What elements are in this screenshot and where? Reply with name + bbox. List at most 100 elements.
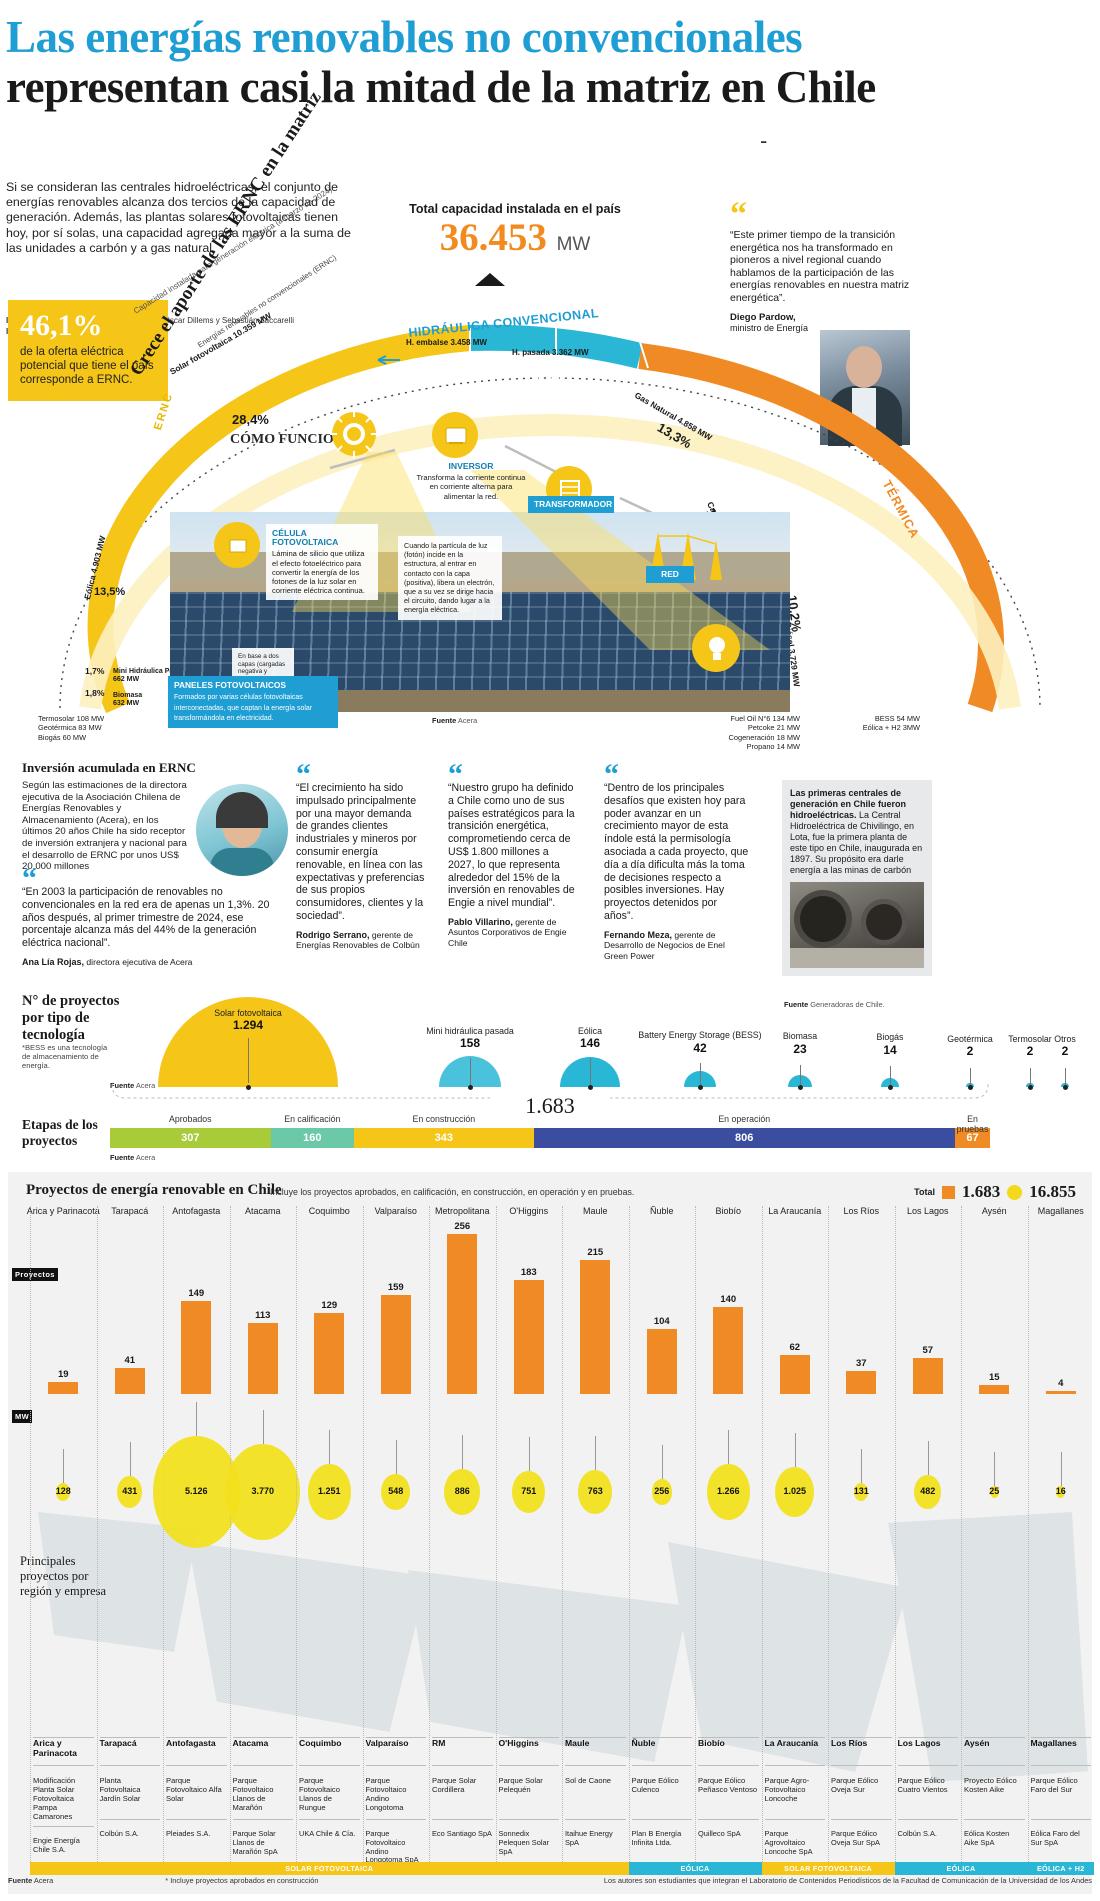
projects-bar (314, 1313, 345, 1394)
project-company: Engie Energía Chile S.A. (33, 1836, 80, 1854)
tech-chart-source: Fuente Acera (110, 1081, 156, 1090)
ana-lia-rojas-portrait (196, 784, 288, 876)
stage-label: En calificación (284, 1114, 341, 1124)
mw-value: 256 (654, 1486, 670, 1496)
projects-bar (447, 1234, 478, 1394)
projects-bar (1045, 1391, 1076, 1394)
bubble-stem (1060, 1452, 1062, 1486)
project-column: La Araucanía Parque Agro-Fotovoltaico Lo… (762, 1732, 829, 1856)
stage-segment: 806 (533, 1128, 955, 1148)
mw-value: 3.770 (251, 1486, 275, 1496)
stage-segment: 343 (354, 1128, 534, 1148)
column-divider (628, 1206, 630, 1866)
projects-bar (247, 1323, 278, 1394)
tech-stem (1065, 1067, 1066, 1087)
mw-value: 5.126 (184, 1486, 208, 1496)
project-column: Tarapacá Planta Fotovoltaica Jardín Sola… (97, 1732, 164, 1839)
projects-bar (979, 1384, 1010, 1394)
tech-value: 146 (579, 1036, 601, 1051)
tech-name: Solar fotovoltaica (214, 1008, 282, 1018)
region-header: Biobío (691, 1206, 765, 1216)
mw-bubble (989, 1486, 999, 1498)
legend-projects-swatch (942, 1185, 955, 1199)
footer-note: * Incluye proyectos aprobados en constru… (165, 1876, 319, 1885)
mw-value: 1.251 (317, 1486, 341, 1496)
hydro-card-rest: La Central Hidroeléctrica de Chivilingo,… (790, 810, 923, 875)
stage-label: Aprobados (168, 1114, 212, 1124)
project-column: Atacama Parque Fotovoltaico Llanos de Ma… (230, 1732, 297, 1856)
project-column: Ñuble Parque Eólico Culenco Plan B Energ… (629, 1732, 696, 1848)
tech-name: Eólica (578, 1025, 602, 1036)
tech-band: EÓLICA (894, 1862, 1028, 1875)
bubble-stem (994, 1452, 996, 1486)
tech-dot (467, 1084, 473, 1090)
bubble-stem (595, 1436, 597, 1471)
region-name: Coquimbo (308, 1206, 350, 1216)
mw-bubble (117, 1475, 143, 1509)
arc-footnote-right-2: BESS 54 MW Eólica + H2 3MW (862, 714, 920, 733)
legend-mw-swatch (1007, 1184, 1023, 1200)
project-column: Los Ríos Parque Eólico Oveja Sur Parque … (828, 1732, 895, 1848)
bubble-stem (462, 1434, 464, 1469)
info-value: María Ignacia Abu-Mohor, Óscar Dillems y… (69, 316, 294, 325)
projects-value: 19 (57, 1369, 69, 1381)
quote-role: gerente de Energías Renovables de Colbún (296, 929, 420, 951)
project-column: Valparaíso Parque Fotovoltaico Andino Lo… (363, 1732, 430, 1865)
project-company: Colbún S.A. (897, 1829, 937, 1838)
project-column: Aysén Proyecto Eólico Kosten Aike Eólica… (961, 1732, 1028, 1848)
project-name: Parque Agro-Fotovoltaico Loncoche (764, 1776, 810, 1803)
mw-bubble (854, 1483, 869, 1501)
stage-segment: 160 (270, 1128, 355, 1148)
sun-rays-icon (330, 410, 378, 458)
column-divider (1027, 1206, 1029, 1866)
column-divider (961, 1206, 962, 1866)
column-divider (30, 1206, 31, 1866)
projects-bar (713, 1306, 744, 1394)
mw-bubble (444, 1468, 481, 1516)
tech-stem (590, 1058, 591, 1086)
intro-paragraph: Si se consideran las centrales hidroeléc… (6, 180, 351, 255)
projects-bar (846, 1370, 877, 1394)
legend-total-label: Total (914, 1187, 935, 1197)
projects-value: 149 (188, 1287, 205, 1299)
region-name: Aysén (981, 1206, 1007, 1216)
headline-blue: Las energías renovables no convencionale… (6, 12, 803, 62)
project-name: Parque Fotovoltaico Llanos de Marañón (232, 1776, 274, 1812)
projects-value: 4 (1058, 1378, 1064, 1389)
photon-explanation: Cuando la partícula de luz (fotón) incid… (398, 536, 502, 620)
total-capacity-unit: MW (556, 234, 591, 255)
bubble-stem (794, 1432, 796, 1467)
region-name: Maule (582, 1206, 608, 1216)
project-name: Sol de Caone (565, 1776, 612, 1785)
project-name: Parque Fotovoltaico Alfa Solar (166, 1776, 222, 1803)
segment-pct-h-embalse: 9,5% (440, 360, 470, 375)
projects-bar (114, 1368, 145, 1394)
tech-dot (887, 1084, 893, 1090)
how-it-works-title: CÓMO FUNCIONA (230, 432, 355, 447)
pardow-name: Diego Pardow, (730, 312, 796, 323)
quote-mark-icon: “ (448, 758, 463, 791)
tech-stem (1030, 1067, 1031, 1087)
hydro-history-card: Las primeras centrales de generación en … (782, 780, 932, 976)
mw-value: 482 (920, 1486, 936, 1496)
tech-value: 2 (966, 1044, 974, 1059)
inverter-caption: INVERSOR Transforma la corriente continu… (416, 461, 526, 501)
quote-author: Ana Lía Rojas, (22, 956, 85, 967)
stage-segment: 307 (110, 1128, 271, 1148)
region-header: Aysén (957, 1206, 1031, 1216)
projects-value: 113 (255, 1310, 271, 1322)
projects-bar (48, 1382, 79, 1394)
project-name: Parque Eólico Faro del Sur (1030, 1776, 1078, 1794)
tech-value: 23 (793, 1041, 807, 1056)
project-region: Aysén (964, 1738, 990, 1748)
quote-text: “Nuestro grupo ha definido a Chile como … (448, 782, 575, 910)
tech-stem (248, 1037, 249, 1083)
mw-value: 16 (1055, 1486, 1066, 1496)
quote-mark-icon: “ (730, 196, 747, 233)
mw-bubble (512, 1470, 546, 1514)
projects-value: 15 (988, 1371, 1000, 1383)
region-header: Los Lagos (891, 1206, 965, 1216)
tech-label: Biogás 14 (820, 1032, 960, 1901)
inverter-glyph-icon (445, 427, 467, 444)
project-region: Biobío (698, 1738, 725, 1748)
